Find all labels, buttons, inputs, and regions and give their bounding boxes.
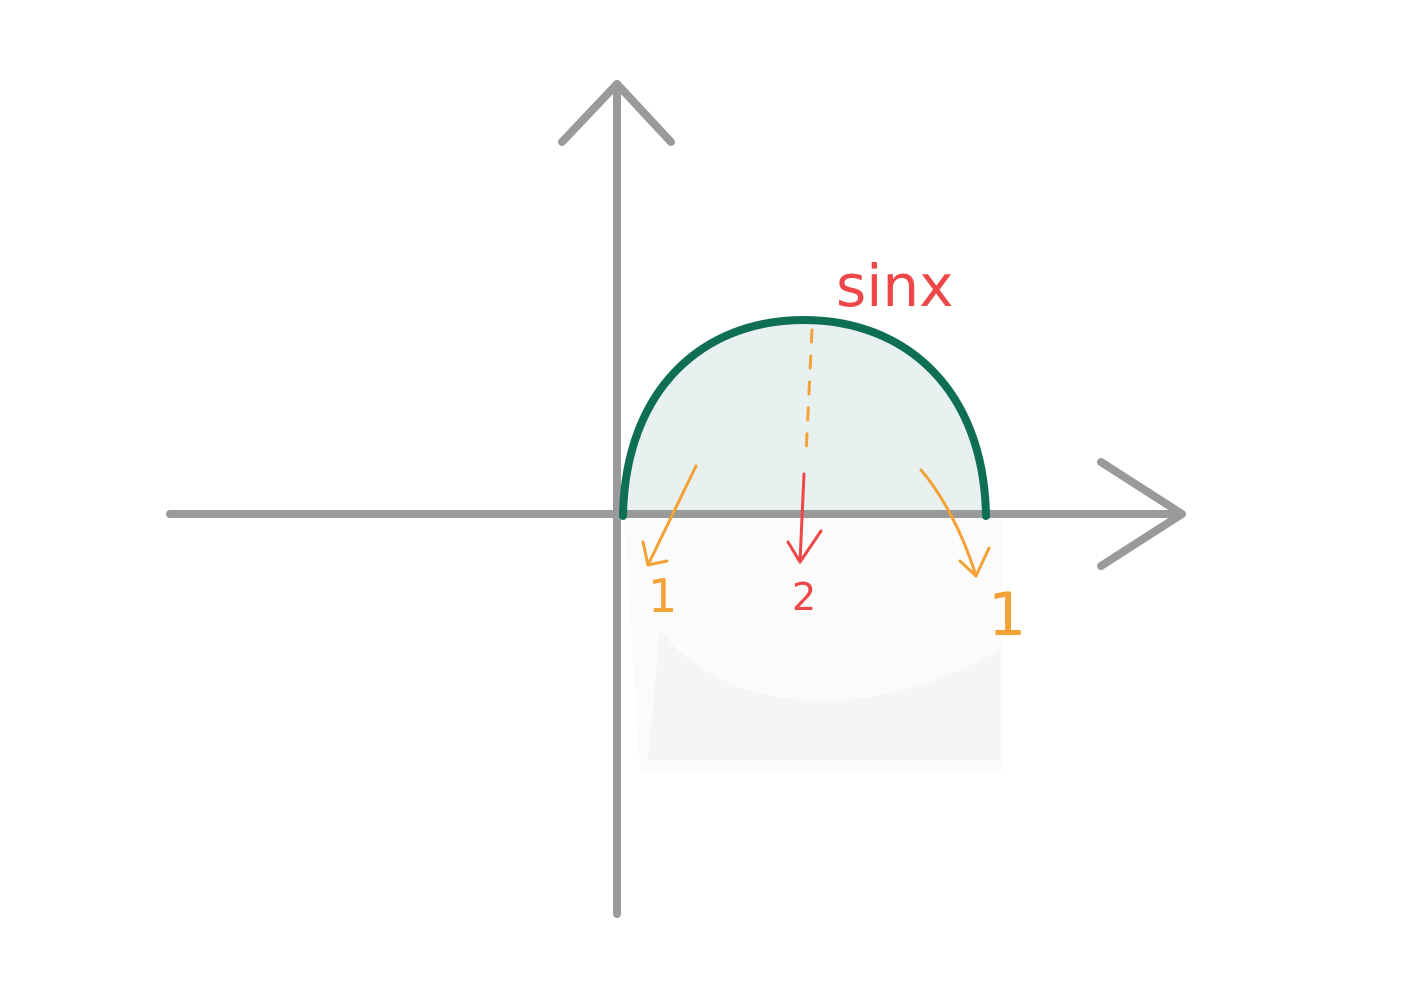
center-dashed-line bbox=[804, 328, 814, 457]
center-down-arrow bbox=[786, 472, 823, 564]
reflected-region bbox=[624, 518, 1002, 770]
y-axis-arrowhead bbox=[558, 80, 675, 146]
right-orange-arrow bbox=[919, 468, 991, 578]
sinx-label: sinx bbox=[836, 252, 953, 320]
sinx-curve bbox=[619, 315, 990, 520]
x-axis-arrowhead bbox=[1097, 458, 1186, 570]
center-value-label: 2 bbox=[792, 575, 816, 619]
area-under-sinx bbox=[623, 320, 986, 516]
coordinate-axes bbox=[166, 80, 1186, 918]
left-orange-arrow bbox=[641, 464, 698, 567]
left-value-label: 1 bbox=[648, 569, 677, 623]
right-value-label: 1 bbox=[988, 580, 1026, 650]
